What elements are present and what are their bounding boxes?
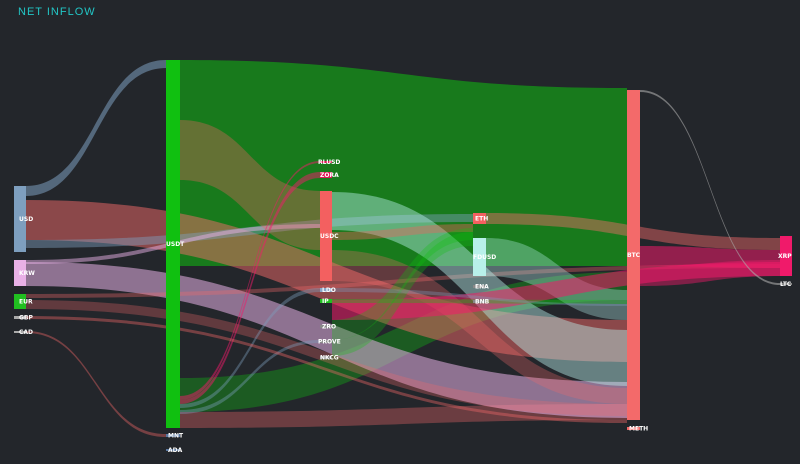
node-usdt[interactable] bbox=[166, 60, 180, 428]
node-label-bnb: BNB bbox=[475, 299, 490, 306]
node-label-meth: METH bbox=[629, 426, 648, 433]
link-btc-ltc[interactable] bbox=[640, 90, 780, 285]
link-usdt-btc[interactable] bbox=[180, 272, 627, 412]
node-cad[interactable] bbox=[14, 331, 26, 333]
node-prove[interactable] bbox=[320, 340, 332, 343]
link-eur-xrp[interactable] bbox=[26, 264, 780, 298]
node-label-zora: ZORA bbox=[320, 172, 339, 179]
node-label-ena: ENA bbox=[475, 284, 489, 291]
link-usdt-usdc[interactable] bbox=[180, 120, 320, 250]
node-label-krw: KRW bbox=[19, 270, 35, 277]
link-usdt-prove[interactable] bbox=[180, 340, 320, 414]
node-usd[interactable] bbox=[14, 186, 26, 252]
link-fdusd-btc[interactable] bbox=[486, 238, 627, 320]
node-ldo[interactable] bbox=[320, 288, 332, 292]
node-xrp[interactable] bbox=[780, 236, 792, 276]
node-bnb[interactable] bbox=[473, 300, 486, 303]
node-label-usdc: USDC bbox=[320, 233, 339, 240]
node-ip[interactable] bbox=[320, 299, 332, 303]
link-usdc-meth[interactable] bbox=[332, 250, 627, 404]
node-krw[interactable] bbox=[14, 260, 26, 286]
node-label-rlusd: RLUSD bbox=[318, 159, 340, 166]
node-label-ldo: LDO bbox=[322, 287, 336, 294]
node-label-nkcg: NKCG bbox=[320, 355, 339, 362]
node-eur[interactable] bbox=[14, 294, 26, 309]
node-label-eth: ETH bbox=[475, 216, 488, 223]
node-btc[interactable] bbox=[627, 90, 640, 420]
node-label-ltc: LTC bbox=[780, 281, 792, 288]
link-usdc-btc[interactable] bbox=[332, 192, 627, 386]
link-usdt-zora[interactable] bbox=[180, 172, 320, 404]
link-gbp-meth[interactable] bbox=[26, 316, 627, 423]
node-label-usdt: USDT bbox=[166, 241, 185, 248]
node-mnt[interactable] bbox=[166, 434, 180, 437]
nodes-group: USD KRW EUR GBP CAD USDT MNT ADA RLUSD ZORA USDC LD… bbox=[14, 60, 792, 454]
node-ltc[interactable] bbox=[780, 283, 792, 285]
node-label-fdusd: FDUSD bbox=[473, 254, 496, 261]
link-zro-eth[interactable] bbox=[332, 228, 473, 340]
link-usd-usdt[interactable] bbox=[26, 60, 166, 196]
links-group bbox=[26, 60, 780, 437]
node-label-mnt: MNT bbox=[168, 433, 184, 440]
node-label-ip: IP bbox=[322, 298, 329, 305]
node-ada[interactable] bbox=[166, 449, 180, 451]
node-gbp[interactable] bbox=[14, 316, 26, 319]
node-label-prove: PROVE bbox=[318, 339, 341, 346]
node-ena[interactable] bbox=[473, 285, 486, 288]
node-label-eur: EUR bbox=[19, 299, 33, 306]
link-usdt-ldo[interactable] bbox=[180, 288, 320, 408]
node-rlusd[interactable] bbox=[320, 161, 332, 163]
link-ldo-btc[interactable] bbox=[332, 288, 627, 306]
node-meth[interactable] bbox=[627, 427, 640, 430]
node-zora[interactable] bbox=[320, 172, 332, 178]
node-label-usd: USD bbox=[19, 216, 33, 223]
node-zro[interactable] bbox=[320, 325, 332, 328]
link-usdt-rlusd[interactable] bbox=[180, 161, 320, 400]
node-label-xrp: XRP bbox=[778, 253, 792, 260]
node-nkcg[interactable] bbox=[320, 356, 332, 359]
node-fdusd[interactable] bbox=[473, 238, 486, 276]
link-usdc-eth[interactable] bbox=[332, 224, 473, 240]
chart-title: NET INFLOW bbox=[18, 6, 96, 18]
node-label-btc: BTC bbox=[627, 252, 641, 259]
node-eth[interactable] bbox=[473, 213, 486, 224]
link-cad-mnt[interactable] bbox=[26, 331, 166, 437]
node-label-cad: CAD bbox=[19, 329, 33, 336]
node-label-ada: ADA bbox=[168, 447, 183, 454]
node-usdc[interactable] bbox=[320, 191, 332, 281]
link-prove-eth[interactable] bbox=[332, 232, 473, 356]
node-label-gbp: GBP bbox=[19, 315, 33, 322]
node-label-zro: ZRO bbox=[322, 324, 336, 331]
link-nkcg-xrp[interactable] bbox=[332, 262, 780, 320]
link-usdt-btc[interactable] bbox=[180, 60, 627, 266]
